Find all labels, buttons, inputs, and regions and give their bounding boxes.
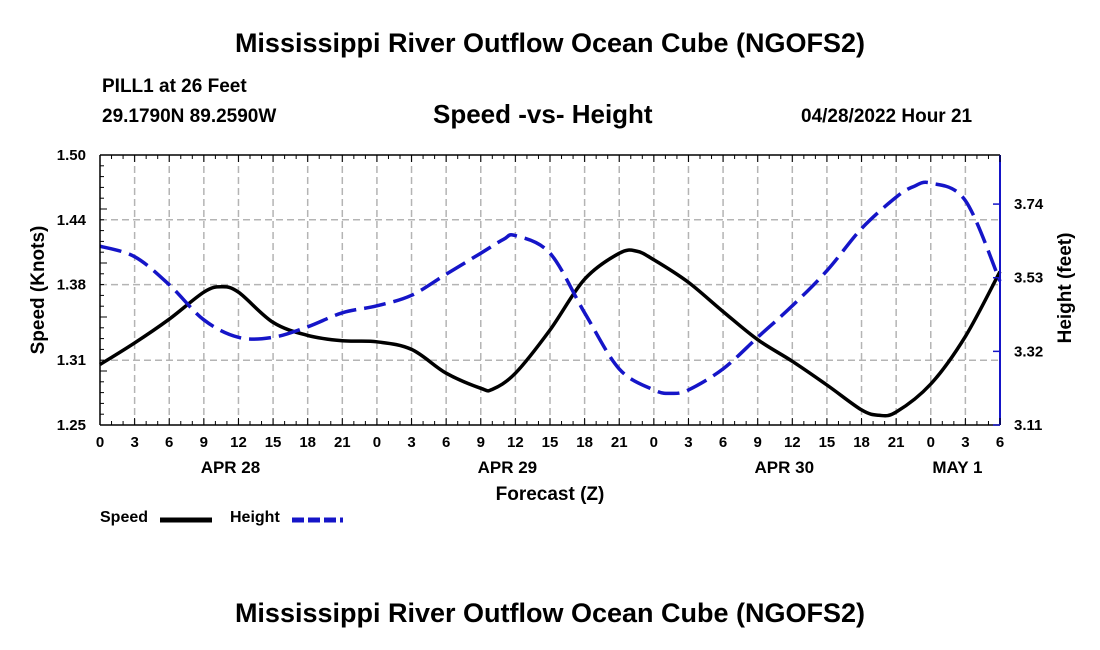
x-tick-label: 18 [299, 434, 316, 451]
x-tick-label: 0 [650, 434, 658, 451]
date-label: APR 28 [201, 458, 261, 477]
x-tick-label: 0 [927, 434, 935, 451]
y-tick-label: 1.25 [57, 417, 86, 434]
x-tick-label: 12 [507, 434, 524, 451]
y2-tick-label: 3.11 [1014, 417, 1042, 434]
x-tick-label: 15 [819, 434, 836, 451]
x-tick-label: 18 [576, 434, 593, 451]
x-tick-label: 6 [719, 434, 727, 451]
y2-tick-label: 3.74 [1014, 196, 1044, 213]
series-group [99, 180, 1002, 418]
date-label: APR 29 [478, 458, 538, 477]
x-tick-label: 9 [200, 434, 208, 451]
y-tick-label: 1.44 [57, 212, 87, 229]
y-axis-title: Speed (Knots) [28, 226, 49, 355]
chart-subtitle: Speed -vs- Height [433, 99, 653, 129]
axis-ticks [99, 154, 1001, 426]
x-tick-label: 9 [477, 434, 485, 451]
station-label: PILL1 at 26 Feet [102, 76, 247, 97]
coordinates-label: 29.1790N 89.2590W [102, 106, 277, 127]
y2-tick-label: 3.32 [1014, 343, 1043, 360]
datetime-label: 04/28/2022 Hour 21 [801, 106, 973, 127]
x-tick-label: 0 [96, 434, 104, 451]
x-tick-label: 21 [888, 434, 905, 451]
x-tick-label: 12 [230, 434, 247, 451]
legend-speed-label: Speed [100, 509, 149, 526]
x-axis-title: Forecast (Z) [496, 484, 605, 505]
x-tick-label: 15 [542, 434, 559, 451]
x-tick-label: 6 [996, 434, 1004, 451]
y-tick-label: 1.50 [57, 147, 86, 164]
x-tick-label: 3 [130, 434, 138, 451]
x-tick-label: 0 [373, 434, 381, 451]
y-tick-label: 1.31 [57, 352, 86, 369]
chart-title: Mississippi River Outflow Ocean Cube (NG… [234, 28, 866, 58]
date-label: MAY 1 [932, 458, 982, 477]
x-tick-label: 12 [784, 434, 801, 451]
x-tick-label: 21 [334, 434, 351, 451]
height-series-line [99, 180, 1002, 396]
x-tick-label: 21 [611, 434, 628, 451]
speed-series-line [99, 248, 1002, 418]
y-tick-label: 1.38 [57, 277, 86, 294]
x-tick-label: 6 [165, 434, 173, 451]
y2-tick-label: 3.53 [1014, 270, 1043, 287]
grid-lines [100, 155, 1000, 425]
legend-height-label: Height [230, 509, 280, 526]
date-label: APR 30 [755, 458, 815, 477]
x-tick-label: 9 [754, 434, 762, 451]
x-tick-label: 3 [684, 434, 692, 451]
x-tick-label: 3 [961, 434, 969, 451]
x-tick-label: 3 [407, 434, 415, 451]
footer-title: Mississippi River Outflow Ocean Cube (NG… [234, 598, 866, 628]
axis-labels: 0 3 6 9 12 15 18 21 0 3 6 9 12 15 18 21 0 3 6 9 12 15 18 21 0 3 6 A… [28, 147, 1076, 505]
x-tick-label: 6 [442, 434, 450, 451]
x-tick-label: 15 [265, 434, 282, 451]
y2-axis-title: Height (feet) [1055, 233, 1076, 344]
x-tick-label: 18 [853, 434, 870, 451]
